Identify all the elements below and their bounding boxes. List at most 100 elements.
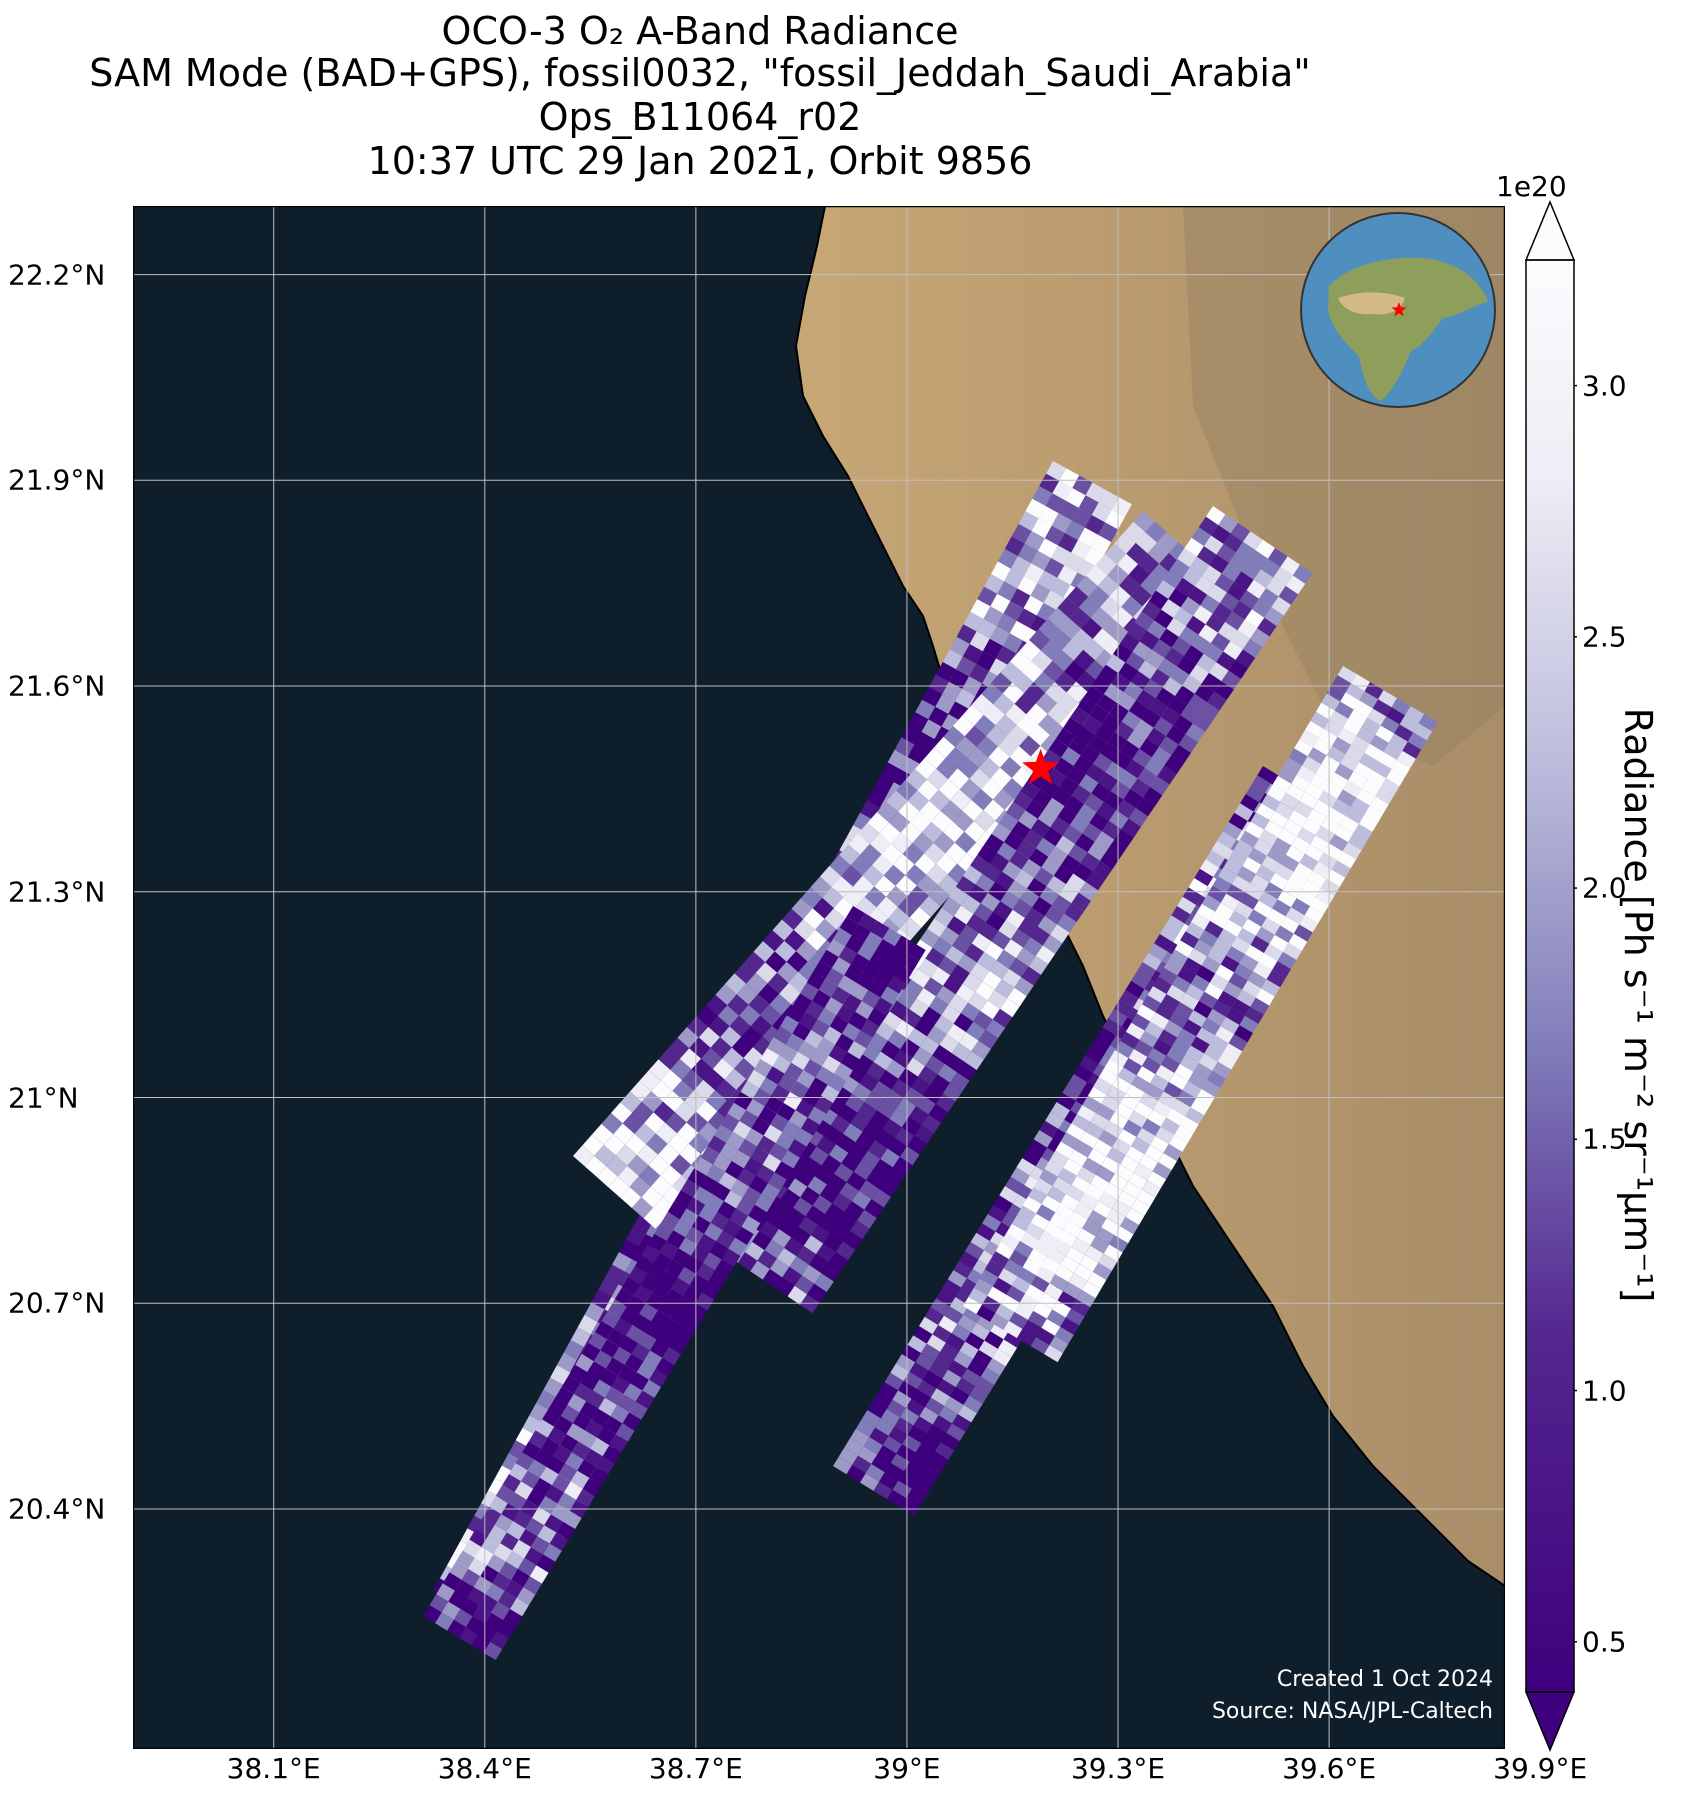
swath-cell <box>554 1415 573 1435</box>
swath-cell <box>1114 1102 1134 1120</box>
swath-cell <box>587 1361 606 1380</box>
swath-cell <box>843 1123 863 1143</box>
swath-cell <box>1027 1139 1048 1157</box>
swath-cell <box>1082 1095 1102 1113</box>
swath-cell <box>1000 756 1022 778</box>
swath-cell <box>1227 581 1247 601</box>
swath-cell <box>967 1359 987 1377</box>
swath-cell <box>1131 971 1151 989</box>
swath-cell <box>909 1106 929 1126</box>
swath-cell <box>1196 903 1216 921</box>
swath-cell <box>1062 639 1084 661</box>
swath-cell <box>946 1023 967 1043</box>
swath-cell <box>674 1190 694 1209</box>
swath-cell <box>503 1609 523 1628</box>
swath-cell <box>880 986 900 1005</box>
swath-cell <box>989 852 1010 872</box>
swath-cell <box>699 1175 719 1194</box>
swath-cell <box>960 1002 981 1022</box>
swath-cell <box>1223 919 1243 937</box>
swath-cell <box>794 1275 815 1295</box>
swath-cell <box>957 1061 977 1081</box>
swath-cell <box>1074 1263 1093 1281</box>
swath-cell <box>578 1430 598 1449</box>
swath-cell <box>837 1211 858 1231</box>
swath-cell <box>768 1172 787 1191</box>
swath-cell <box>964 821 986 843</box>
swath-cell <box>1025 799 1045 819</box>
swath-cell <box>1321 816 1340 835</box>
swath-cell <box>904 979 924 999</box>
swath-cell <box>830 986 850 1005</box>
swath-cell <box>1331 798 1351 816</box>
swath-cell <box>1277 828 1297 846</box>
swath-cell <box>639 1165 661 1187</box>
swath-cell <box>491 1601 510 1620</box>
swath-cell <box>857 1209 877 1229</box>
swath-cell <box>980 1000 1000 1020</box>
swath-cell <box>1065 488 1086 508</box>
swath-cell <box>1093 753 1113 773</box>
swath-cell <box>848 1142 868 1162</box>
swath-cell <box>871 1454 891 1473</box>
swath-cell <box>1055 728 1076 747</box>
swath-cell <box>1086 763 1106 783</box>
swath-cell <box>1118 662 1138 682</box>
swath-cell <box>1171 636 1192 656</box>
swath-cell <box>483 1641 503 1660</box>
swath-cell <box>941 1004 961 1024</box>
swath-cell <box>1255 988 1275 1006</box>
swath-cell <box>1178 626 1199 646</box>
swath-cell <box>801 887 823 909</box>
swath-cell <box>560 1404 580 1424</box>
swath-cell <box>964 943 985 963</box>
swath-cell <box>1044 1283 1064 1301</box>
swath-cell <box>1052 1238 1072 1256</box>
swath-cell <box>864 1199 884 1218</box>
swath-cell <box>710 1212 730 1231</box>
swath-cell <box>917 779 939 801</box>
swath-cell <box>705 1193 724 1212</box>
swath-cell <box>484 1612 504 1631</box>
swath-cell <box>1407 732 1427 750</box>
swath-cell <box>935 853 958 875</box>
swath-cell <box>1184 645 1204 665</box>
swath-cell <box>1217 1052 1237 1070</box>
swath-cell <box>1266 970 1286 988</box>
swath-cell <box>1028 724 1050 746</box>
swath-cell <box>898 1471 918 1489</box>
swath-cell <box>1102 713 1122 733</box>
swath-cell <box>914 731 935 752</box>
swath-cell <box>1345 744 1365 763</box>
swath-cell <box>698 1026 721 1048</box>
swath-cell <box>561 1375 581 1394</box>
swath-cell <box>1247 971 1267 989</box>
swath-cell <box>620 1186 642 1208</box>
swath-cell <box>1166 984 1186 1002</box>
swath-cell <box>1155 1064 1175 1083</box>
swath-cell <box>1161 1055 1180 1073</box>
swath-cell <box>1187 586 1208 606</box>
x-tick-label: 39.3°E <box>1070 1752 1166 1785</box>
swath-cell <box>879 822 901 844</box>
swath-cell <box>1007 880 1027 899</box>
swath-cell <box>836 1004 856 1023</box>
swath-cell <box>1065 1308 1085 1326</box>
swath-cell <box>970 599 991 619</box>
swath-cell <box>905 1057 926 1077</box>
swath-cell <box>1038 505 1059 526</box>
swath-cell <box>1021 858 1042 878</box>
swath-cell <box>1274 925 1294 943</box>
swath-cell <box>672 1080 694 1102</box>
swath-cell <box>786 951 808 973</box>
swath-cell <box>859 1072 879 1092</box>
swath-cell <box>1277 890 1297 908</box>
swath-cell <box>1100 850 1120 870</box>
swath-cell <box>1177 966 1197 984</box>
swath-cell <box>663 1090 685 1112</box>
swath-cell <box>601 1113 623 1135</box>
swath-cell <box>886 885 908 907</box>
swath-cell <box>1353 823 1373 841</box>
swath-cell <box>609 1434 628 1453</box>
swath-cell <box>1060 1132 1080 1150</box>
